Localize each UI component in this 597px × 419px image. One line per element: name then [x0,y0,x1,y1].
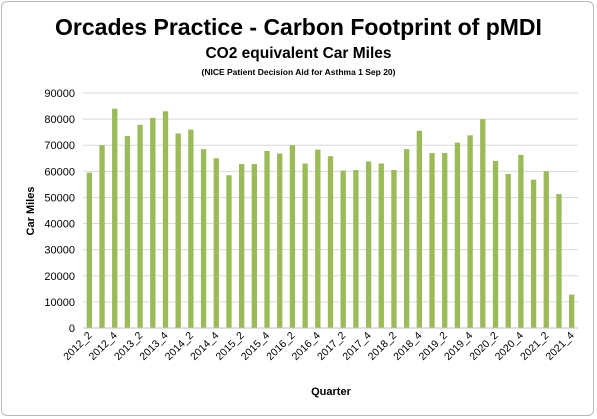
bar-2013_4 [162,111,169,329]
y-tick-labels: 0 10000 20000 30000 40000 50000 60000 70000 8000… [44,88,75,335]
y-tick-label: 80000 [44,114,75,126]
bar-2018_2 [391,170,397,328]
bar-2016_1 [277,153,283,328]
bar-2020_2 [492,160,499,328]
chart-source-note: (NICE Patient Decision Aid for Asthma 1 … [201,67,396,77]
bar-2018_4 [416,130,423,328]
bar-2021_2 [543,171,549,328]
bar-2021_1 [530,179,537,328]
bar-2017_1 [327,156,334,328]
bar-2015_3 [251,164,258,328]
bar-2013_3 [150,117,156,328]
bar-2020_4 [518,154,524,328]
bar-2018_3 [403,149,410,328]
bar-2016_3 [302,163,308,328]
bar-2015_1 [226,175,232,328]
bar-2019_1 [429,153,435,328]
y-tick-label: 30000 [44,245,75,257]
bar-2017_3 [353,170,359,328]
bar-2021_4 [568,294,575,328]
bar-2013_2 [137,124,143,328]
y-tick-label: 0 [69,323,75,335]
y-axis-label: Car Miles [25,187,37,236]
bar-2017_4 [365,161,372,328]
bar-2017_2 [340,170,346,328]
bar-2016_2 [289,145,296,328]
bar-2016_4 [315,149,321,328]
bar-2014_1 [175,133,181,328]
bar-2019_3 [454,142,461,328]
bar-2019_4 [467,135,473,328]
chart-subtitle: CO2 equivalent Car Miles [205,45,392,62]
bar-2012_4 [112,108,118,329]
y-tick-label: 90000 [44,88,75,100]
y-tick-label: 40000 [44,219,75,231]
bar-2014_2 [188,129,194,328]
x-tick-label: 2021_4 [544,330,577,363]
bar-2019_2 [442,153,448,328]
bar-2012_2 [86,172,93,328]
x-tick-labels: 2012_22012_42013_22013_42014_22014_42015… [61,330,577,363]
chart-title: Orcades Practice - Carbon Footprint of p… [55,14,542,40]
y-tick-label: 70000 [44,140,75,152]
bar-2018_1 [378,163,384,328]
x-axis-label: Quarter [311,386,351,398]
y-tick-label: 10000 [44,297,75,309]
bar-2015_2 [238,164,245,328]
bar-2021_3 [556,194,562,328]
bar-2013_1 [124,136,131,328]
y-tick-label: 50000 [44,192,75,204]
bar-2020_1 [480,119,486,328]
bars [86,108,575,329]
y-tick-label: 20000 [44,271,75,283]
bar-2014_4 [213,158,219,328]
bar-2015_4 [264,150,270,328]
bar-2014_3 [200,149,207,328]
bar-2012_3 [99,145,105,328]
y-tick-label: 60000 [44,166,75,178]
bar-2020_3 [505,173,511,328]
